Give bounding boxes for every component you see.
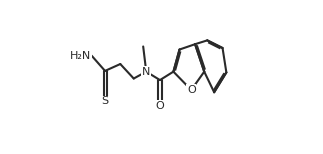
Text: O: O	[187, 85, 196, 95]
Text: S: S	[101, 96, 109, 106]
Text: H₂N: H₂N	[70, 51, 92, 61]
Text: N: N	[142, 67, 151, 77]
Text: O: O	[156, 101, 164, 111]
